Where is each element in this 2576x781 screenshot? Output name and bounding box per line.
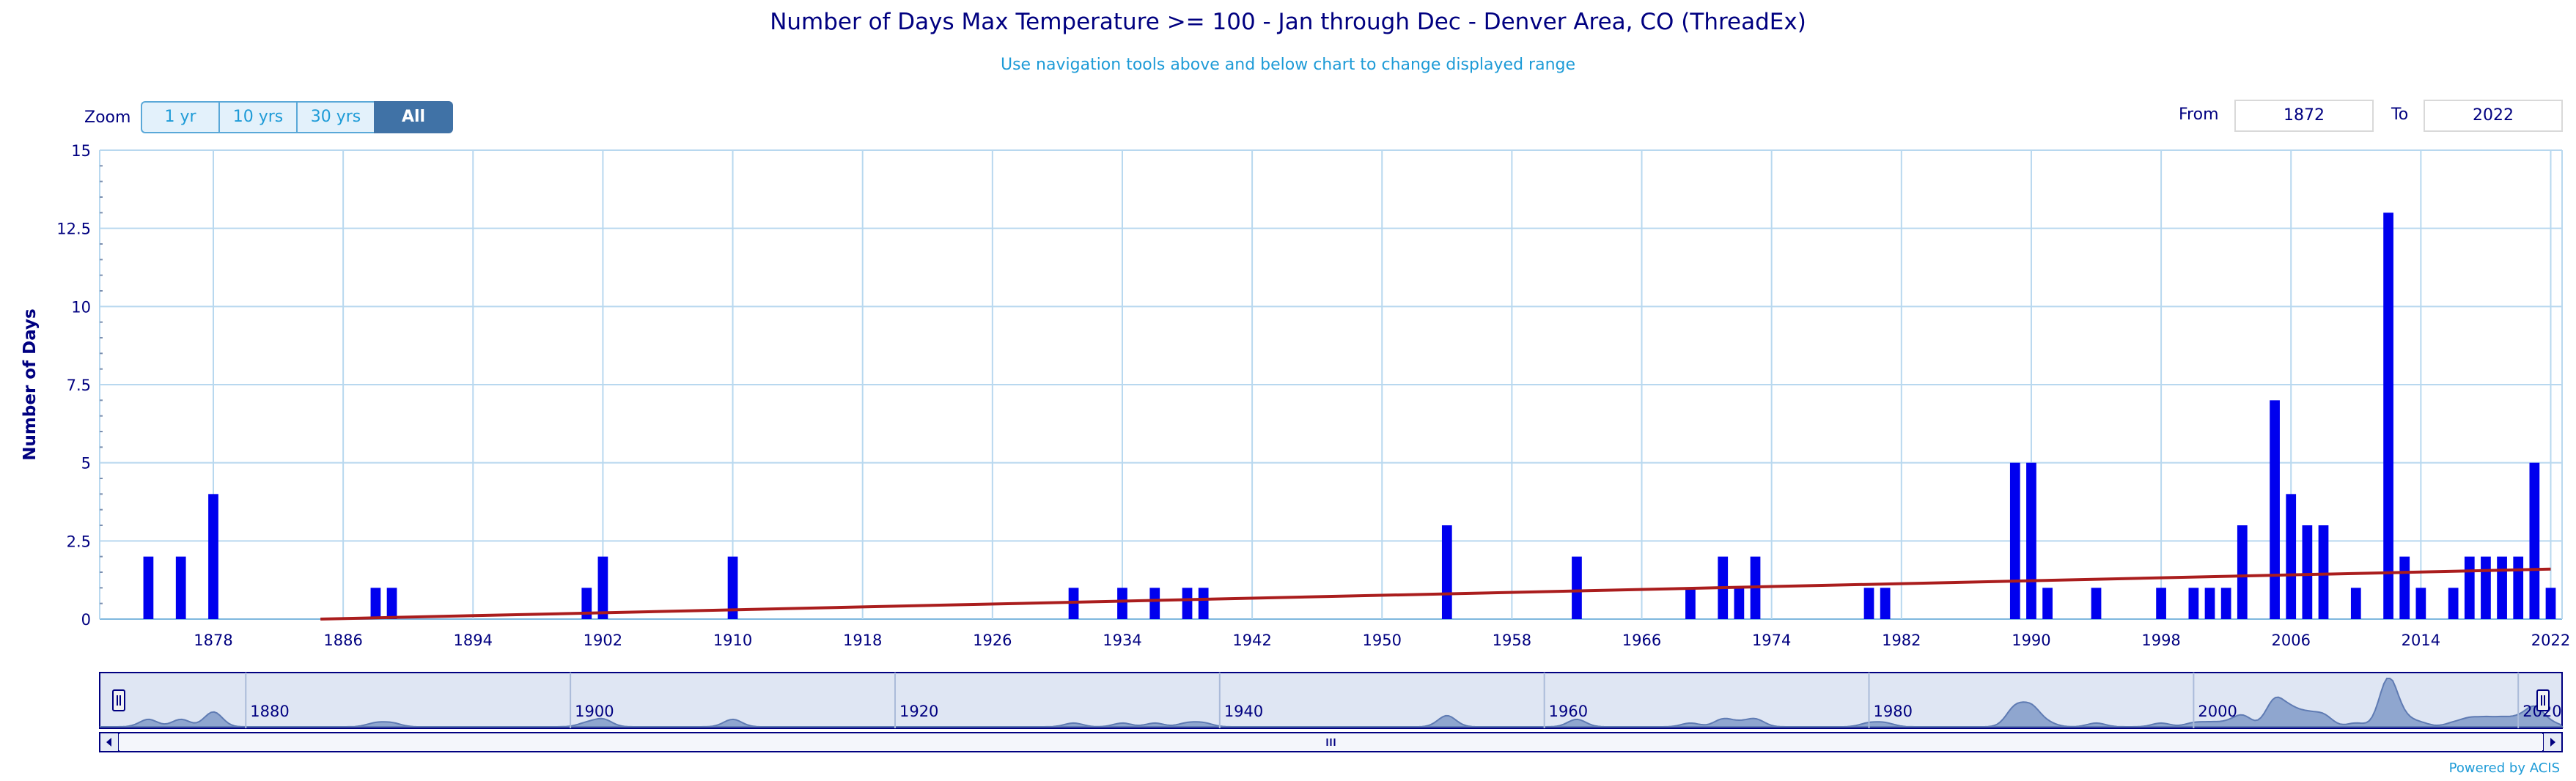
navigator-label: 1940: [1224, 703, 1263, 720]
data-bar: [386, 588, 397, 619]
x-tick-label: 1926: [973, 632, 1012, 649]
zoom-label: Zoom: [84, 108, 131, 127]
data-bar: [1198, 588, 1209, 619]
zoom-all-button[interactable]: All: [374, 101, 453, 133]
data-bar: [2204, 588, 2215, 619]
data-bar: [2286, 494, 2297, 619]
data-bar: [2481, 556, 2491, 619]
y-tick-label: 2.5: [67, 533, 91, 550]
x-tick-label: 1974: [1752, 632, 1791, 649]
from-input[interactable]: 1872: [2234, 100, 2374, 132]
data-bar: [1863, 588, 1874, 619]
to-input[interactable]: 2022: [2424, 100, 2563, 132]
x-tick-label: 2022: [2531, 632, 2570, 649]
navigator-label: 1980: [1874, 703, 1913, 720]
data-bar: [1880, 588, 1891, 619]
data-bar: [1182, 588, 1193, 619]
data-bar: [2302, 525, 2313, 619]
x-tick-label: 1910: [713, 632, 752, 649]
chart-title: Number of Days Max Temperature >= 100 - …: [770, 9, 1806, 35]
data-bar: [2415, 588, 2426, 619]
data-bar: [2350, 588, 2361, 619]
x-tick-label: 1942: [1232, 632, 1271, 649]
navigator-label: 1960: [1549, 703, 1588, 720]
data-bar: [597, 556, 608, 619]
data-bar: [2513, 556, 2524, 619]
x-tick-label: 2014: [2402, 632, 2440, 649]
x-tick-label: 1886: [323, 632, 362, 649]
data-bar: [2156, 588, 2166, 619]
data-bar: [581, 588, 592, 619]
data-bar: [1117, 588, 1127, 619]
navigator-label: 2000: [2198, 703, 2237, 720]
data-bar: [2270, 400, 2280, 619]
scroll-left-arrow-icon: [106, 738, 111, 747]
navigator-area: [100, 678, 2564, 728]
x-tick-label: 1918: [843, 632, 882, 649]
y-tick-label: 12.5: [56, 221, 91, 238]
data-bar: [2009, 462, 2020, 619]
zoom-10yrs-button[interactable]: 10 yrs: [218, 101, 298, 133]
x-tick-label: 1990: [2012, 632, 2050, 649]
navigator[interactable]: 18801900192019401960198020002020: [99, 672, 2564, 752]
from-label: From: [2179, 106, 2219, 124]
x-tick-label: 1966: [1622, 632, 1661, 649]
navigator-left-handle[interactable]: [112, 689, 125, 711]
chart-subtitle: Use navigation tools above and below cha…: [1000, 56, 1576, 74]
y-axis-label: Number of Days: [21, 308, 40, 460]
trend-line: [320, 567, 2551, 621]
data-bar: [208, 494, 218, 619]
y-tick-label: 0: [81, 611, 91, 629]
data-bar: [175, 556, 186, 619]
data-bar: [1441, 525, 1452, 619]
navigator-right-handle[interactable]: [2536, 689, 2550, 711]
data-bar: [1734, 588, 1745, 619]
data-bar: [143, 556, 154, 619]
data-bar: [1149, 588, 1160, 619]
x-tick-label: 1950: [1363, 632, 1402, 649]
y-tick-label: 7.5: [67, 377, 91, 394]
data-bar: [2529, 462, 2540, 619]
scroll-right-arrow-icon: [2550, 738, 2555, 747]
data-bar: [370, 588, 381, 619]
x-tick-label: 1894: [454, 632, 493, 649]
to-label: To: [2391, 106, 2409, 124]
data-bar: [2318, 525, 2329, 619]
data-bar: [727, 556, 738, 619]
data-bar: [2237, 525, 2248, 619]
zoom-button-group: 1 yr 10 yrs 30 yrs All: [141, 101, 453, 133]
data-bar: [2545, 588, 2556, 619]
x-tick-label: 1982: [1882, 632, 1921, 649]
data-bar: [2399, 556, 2410, 619]
data-bar: [1572, 556, 1582, 619]
y-tick-label: 5: [81, 455, 91, 473]
y-tick-label: 10: [71, 298, 91, 316]
navigator-background: [99, 672, 2563, 729]
y-tick-label: 15: [71, 142, 91, 160]
data-bar: [2042, 588, 2053, 619]
data-bar: [2026, 462, 2036, 619]
x-tick-label: 1998: [2141, 632, 2180, 649]
navigator-label: 1920: [899, 703, 938, 720]
data-bar: [2383, 212, 2393, 619]
x-tick-label: 1958: [1493, 632, 1531, 649]
x-tick-label: 1878: [194, 632, 232, 649]
data-bar: [2497, 556, 2507, 619]
navigator-label: 1880: [250, 703, 289, 720]
x-tick-label: 1934: [1103, 632, 1141, 649]
x-tick-label: 1902: [584, 632, 622, 649]
zoom-30yrs-button[interactable]: 30 yrs: [296, 101, 375, 133]
data-bar: [2220, 588, 2231, 619]
x-tick-label: 2006: [2271, 632, 2310, 649]
powered-by-credit: Powered by ACIS: [2448, 760, 2560, 776]
data-bar: [2448, 588, 2459, 619]
data-bar: [2188, 588, 2199, 619]
data-bar: [2464, 556, 2475, 619]
data-bar: [1685, 588, 1696, 619]
navigator-label: 1900: [575, 703, 614, 720]
data-bar: [2091, 588, 2102, 619]
